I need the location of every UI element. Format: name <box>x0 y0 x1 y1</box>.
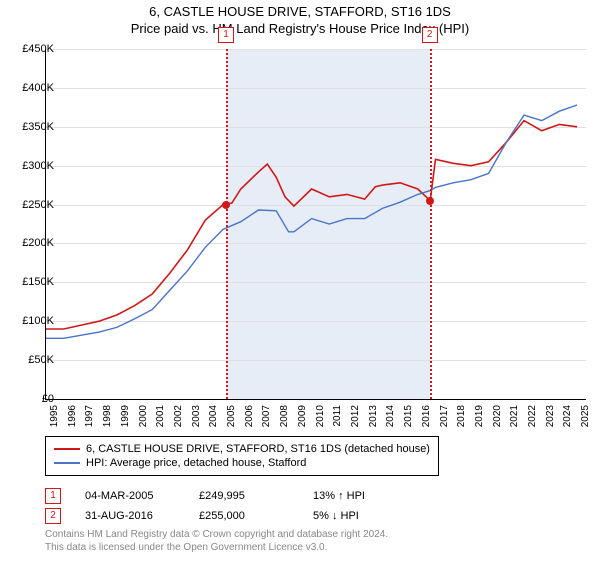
x-tick-label: 2010 <box>315 405 326 427</box>
sale-delta: 13% ↑ HPI <box>313 490 403 502</box>
y-tick-label: £400K <box>10 82 54 94</box>
x-tick-label: 2023 <box>545 405 556 427</box>
x-tick-label: 2012 <box>350 405 361 427</box>
sale-marker-1-icon: 1 <box>45 488 61 504</box>
x-tick-label: 2016 <box>421 405 432 427</box>
x-tick-label: 1998 <box>102 405 113 427</box>
y-tick-label: £250K <box>10 199 54 211</box>
x-tick-label: 2014 <box>385 405 396 427</box>
sale-price: £249,995 <box>199 490 289 502</box>
legend: 6, CASTLE HOUSE DRIVE, STAFFORD, ST16 1D… <box>45 436 439 476</box>
x-tick-label: 2025 <box>580 405 591 427</box>
footer-attribution: Contains HM Land Registry data © Crown c… <box>45 528 388 554</box>
chart-title-sub: Price paid vs. HM Land Registry's House … <box>0 21 600 36</box>
sale-date: 31-AUG-2016 <box>85 510 175 522</box>
legend-swatch-hpi <box>54 462 80 464</box>
sale-date: 04-MAR-2005 <box>85 490 175 502</box>
series-line-price_paid <box>46 121 577 329</box>
x-tick-label: 2020 <box>492 405 503 427</box>
x-tick-label: 2001 <box>155 405 166 427</box>
sale-marker-2-icon: 2 <box>45 508 61 524</box>
x-tick-label: 2017 <box>439 405 450 427</box>
x-tick-label: 1999 <box>120 405 131 427</box>
series-line-hpi <box>46 105 577 338</box>
x-tick-label: 2003 <box>191 405 202 427</box>
sale-delta: 5% ↓ HPI <box>313 510 403 522</box>
x-tick-label: 2008 <box>279 405 290 427</box>
sale-marker-box: 1 <box>218 27 234 43</box>
y-tick-label: £100K <box>10 315 54 327</box>
legend-item-price-paid: 6, CASTLE HOUSE DRIVE, STAFFORD, ST16 1D… <box>54 443 430 455</box>
x-tick-label: 2006 <box>244 405 255 427</box>
legend-swatch-price-paid <box>54 448 80 450</box>
legend-label-hpi: HPI: Average price, detached house, Staf… <box>86 457 306 469</box>
chart-title-main: 6, CASTLE HOUSE DRIVE, STAFFORD, ST16 1D… <box>0 4 600 19</box>
sale-point-dot <box>222 201 230 209</box>
chart-plot-area: 1995199619971998199920002001200220032004… <box>45 49 585 399</box>
y-tick-label: £150K <box>10 276 54 288</box>
x-tick-label: 2002 <box>173 405 184 427</box>
sale-vline <box>226 49 228 399</box>
y-tick-label: £350K <box>10 121 54 133</box>
chart-lines <box>46 49 586 399</box>
y-tick-label: £50K <box>10 354 54 366</box>
footer-line2: This data is licensed under the Open Gov… <box>45 541 388 554</box>
x-tick-label: 2004 <box>208 405 219 427</box>
footer-line1: Contains HM Land Registry data © Crown c… <box>45 528 388 541</box>
x-tick-label: 2007 <box>261 405 272 427</box>
sale-price: £255,000 <box>199 510 289 522</box>
y-tick-label: £300K <box>10 160 54 172</box>
y-tick-label: £450K <box>10 43 54 55</box>
x-tick-label: 2018 <box>456 405 467 427</box>
sale-vline <box>430 49 432 399</box>
x-tick-label: 2005 <box>226 405 237 427</box>
x-tick-label: 2013 <box>368 405 379 427</box>
x-tick-label: 2015 <box>403 405 414 427</box>
sales-table: 1 04-MAR-2005 £249,995 13% ↑ HPI 2 31-AU… <box>45 484 403 528</box>
x-tick-label: 2022 <box>527 405 538 427</box>
sale-row: 2 31-AUG-2016 £255,000 5% ↓ HPI <box>45 508 403 524</box>
legend-label-price-paid: 6, CASTLE HOUSE DRIVE, STAFFORD, ST16 1D… <box>86 443 430 455</box>
x-tick-label: 2019 <box>474 405 485 427</box>
legend-item-hpi: HPI: Average price, detached house, Staf… <box>54 457 430 469</box>
y-tick-label: £0 <box>10 393 54 405</box>
x-tick-label: 1995 <box>49 405 60 427</box>
x-tick-label: 1996 <box>67 405 78 427</box>
sale-marker-box: 2 <box>422 27 438 43</box>
x-tick-label: 2024 <box>562 405 573 427</box>
y-tick-label: £200K <box>10 237 54 249</box>
x-tick-label: 2021 <box>509 405 520 427</box>
x-tick-label: 2009 <box>297 405 308 427</box>
x-tick-label: 2011 <box>332 405 343 427</box>
sale-point-dot <box>426 197 434 205</box>
x-tick-label: 1997 <box>84 405 95 427</box>
sale-row: 1 04-MAR-2005 £249,995 13% ↑ HPI <box>45 488 403 504</box>
x-tick-label: 2000 <box>138 405 149 427</box>
